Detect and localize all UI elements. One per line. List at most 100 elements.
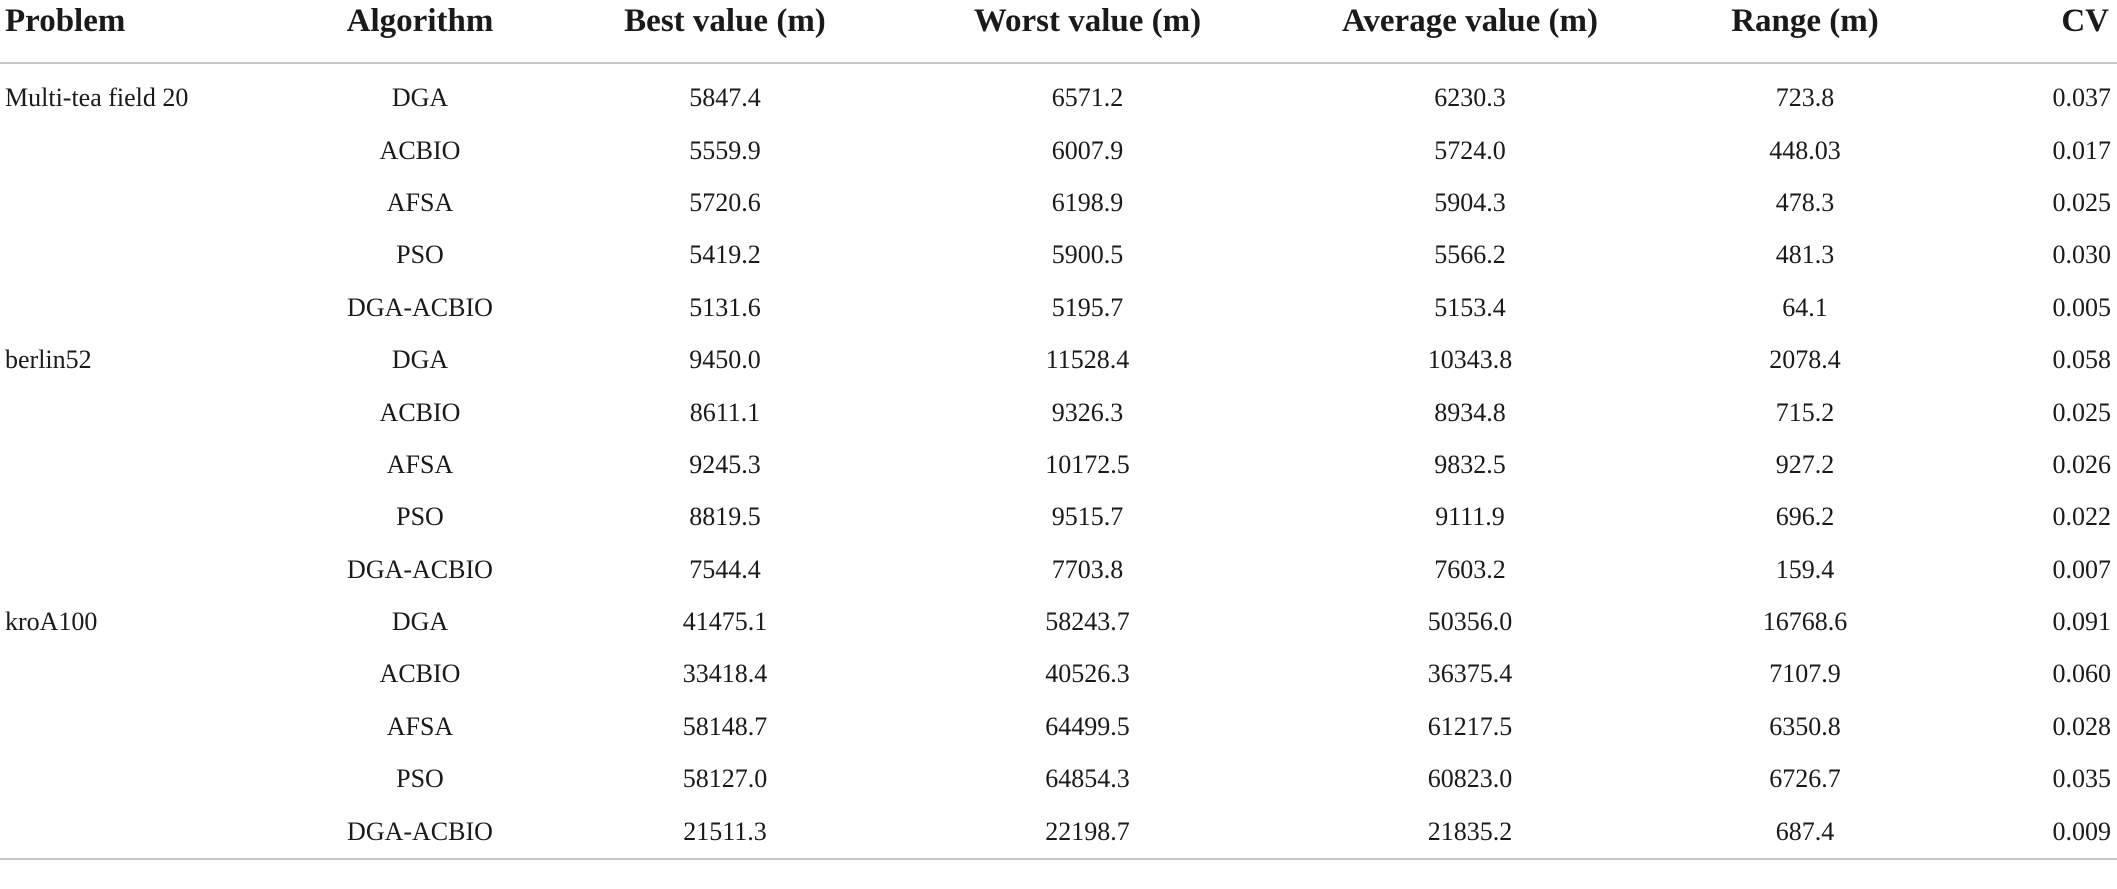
- table-row: PSO 8819.5 9515.7 9111.9 696.2 0.022: [0, 491, 2117, 543]
- cell-average-value: 36375.4: [1427, 659, 1513, 689]
- results-table: Problem Algorithm Best value (m) Worst v…: [0, 0, 2117, 860]
- cell-worst-value: 40526.3: [1045, 659, 1130, 689]
- cell-problem: [0, 701, 285, 753]
- cell-worst-value: 6198.9: [1051, 187, 1124, 217]
- cell-average-value: 8934.8: [1434, 397, 1506, 427]
- cell-worst-value: 9326.3: [1051, 397, 1124, 427]
- cell-algorithm: DGA-ACBIO: [347, 292, 493, 322]
- cell-worst-value: 5195.7: [1051, 292, 1124, 322]
- cell-worst-value: 6007.9: [1051, 135, 1124, 165]
- cell-range: 6726.7: [1769, 764, 1841, 794]
- cell-average-value: 7603.2: [1434, 554, 1506, 584]
- table-row: PSO 58127.0 64854.3 60823.0 6726.7 0.035: [0, 753, 2117, 805]
- cell-problem: [0, 805, 285, 860]
- cell-average-value: 60823.0: [1427, 764, 1513, 794]
- cell-best-value: 5847.4: [689, 83, 761, 113]
- table-row: DGA-ACBIO 5131.6 5195.7 5153.4 64.1 0.005: [0, 282, 2117, 334]
- cell-algorithm: ACBIO: [379, 135, 461, 165]
- cell-problem: [0, 282, 285, 334]
- table-row: ACBIO 8611.1 9326.3 8934.8 715.2 0.025: [0, 386, 2117, 438]
- cell-algorithm: DGA: [391, 83, 449, 113]
- cell-cv: 0.007: [2052, 554, 2112, 584]
- cell-average-value: 50356.0: [1427, 607, 1513, 637]
- cell-best-value: 9245.3: [689, 449, 761, 479]
- cell-best-value: 58127.0: [682, 764, 768, 794]
- cell-range: 696.2: [1775, 502, 1835, 532]
- table-row: berlin52 DGA 9450.0 11528.4 10343.8 2078.4 0.0…: [0, 334, 2117, 386]
- cell-range: 723.8: [1775, 83, 1835, 113]
- cell-best-value: 33418.4: [682, 659, 768, 689]
- cell-cv: 0.005: [2052, 292, 2112, 322]
- cell-algorithm: PSO: [396, 764, 444, 794]
- cell-worst-value: 11528.4: [1045, 345, 1130, 375]
- table-row: Multi-tea field 20 DGA 5847.4 6571.2 6230.3 7…: [0, 72, 2117, 124]
- cell-cv: 0.035: [2052, 764, 2112, 794]
- cell-best-value: 5419.2: [689, 240, 761, 270]
- cell-range: 64.1: [1782, 292, 1828, 322]
- cell-best-value: 9450.0: [689, 345, 761, 375]
- table-row: AFSA 5720.6 6198.9 5904.3 478.3 0.025: [0, 177, 2117, 229]
- cell-problem: berlin52: [5, 345, 92, 375]
- cell-cv: 0.028: [2052, 711, 2112, 741]
- cell-best-value: 8819.5: [689, 502, 761, 532]
- table-row: PSO 5419.2 5900.5 5566.2 481.3 0.030: [0, 229, 2117, 281]
- cell-range: 481.3: [1775, 240, 1835, 270]
- cell-cv: 0.058: [2052, 345, 2112, 375]
- spacer-cell: [0, 63, 2117, 72]
- cell-average-value: 6230.3: [1434, 83, 1506, 113]
- cell-problem: [0, 753, 285, 805]
- cell-problem: [0, 229, 285, 281]
- cell-average-value: 5904.3: [1434, 187, 1506, 217]
- cell-average-value: 9111.9: [1435, 502, 1505, 532]
- cell-range: 7107.9: [1769, 659, 1841, 689]
- cell-algorithm: DGA: [391, 345, 449, 375]
- cell-worst-value: 64854.3: [1045, 764, 1130, 794]
- cell-algorithm: AFSA: [386, 187, 454, 217]
- cell-best-value: 41475.1: [682, 607, 768, 637]
- header-range: Range (m): [1660, 0, 1950, 64]
- cell-cv: 0.037: [2052, 83, 2112, 113]
- cell-algorithm: DGA: [391, 607, 449, 637]
- cell-range: 2078.4: [1769, 345, 1841, 375]
- cell-algorithm: DGA-ACBIO: [285, 805, 555, 860]
- cell-cv: 0.017: [2052, 135, 2112, 165]
- cell-best-value: 7544.4: [689, 554, 761, 584]
- table-body: Multi-tea field 20 DGA 5847.4 6571.2 6230.3 7…: [0, 63, 2117, 860]
- cell-problem: [0, 124, 285, 176]
- table-row: AFSA 9245.3 10172.5 9832.5 927.2 0.026: [0, 439, 2117, 491]
- cell-range: 159.4: [1775, 554, 1835, 584]
- table-row: AFSA 58148.7 64499.5 61217.5 6350.8 0.028: [0, 701, 2117, 753]
- cell-range: 448.03: [1769, 135, 1841, 165]
- cell-worst-value: 9515.7: [1051, 502, 1124, 532]
- cell-worst-value: 10172.5: [1045, 449, 1130, 479]
- table-row: ACBIO 33418.4 40526.3 36375.4 7107.9 0.060: [0, 648, 2117, 700]
- table-row: kroA100 DGA 41475.1 58243.7 50356.0 16768.6 0.…: [0, 596, 2117, 648]
- cell-range: 16768.6: [1762, 607, 1848, 637]
- cell-worst-value: 7703.8: [1051, 554, 1124, 584]
- header-problem: Problem: [0, 0, 285, 64]
- table-row: ACBIO 5559.9 6007.9 5724.0 448.03 0.017: [0, 124, 2117, 176]
- cell-algorithm: AFSA: [386, 711, 454, 741]
- cell-average-value: 5153.4: [1434, 292, 1506, 322]
- cell-range: 715.2: [1775, 397, 1835, 427]
- cell-range: 478.3: [1775, 187, 1835, 217]
- cell-average-value: 21835.2: [1280, 805, 1660, 860]
- header-average-value: Average value (m): [1280, 0, 1660, 64]
- cell-algorithm: ACBIO: [379, 659, 461, 689]
- cell-range: 6350.8: [1769, 711, 1841, 741]
- cell-problem: [0, 386, 285, 438]
- header-algorithm: Algorithm: [285, 0, 555, 64]
- cell-worst-value: 5900.5: [1051, 240, 1124, 270]
- cell-cv: 0.091: [2052, 607, 2112, 637]
- cell-algorithm: DGA-ACBIO: [347, 554, 493, 584]
- cell-problem: [0, 544, 285, 596]
- cell-average-value: 61217.5: [1427, 711, 1513, 741]
- cell-best-value: 5720.6: [689, 187, 761, 217]
- cell-average-value: 10343.8: [1427, 345, 1513, 375]
- cell-algorithm: AFSA: [386, 449, 454, 479]
- cell-algorithm: PSO: [396, 502, 444, 532]
- header-cv: CV: [1950, 0, 2117, 64]
- cell-best-value: 5559.9: [689, 135, 761, 165]
- cell-best-value: 21511.3: [555, 805, 895, 860]
